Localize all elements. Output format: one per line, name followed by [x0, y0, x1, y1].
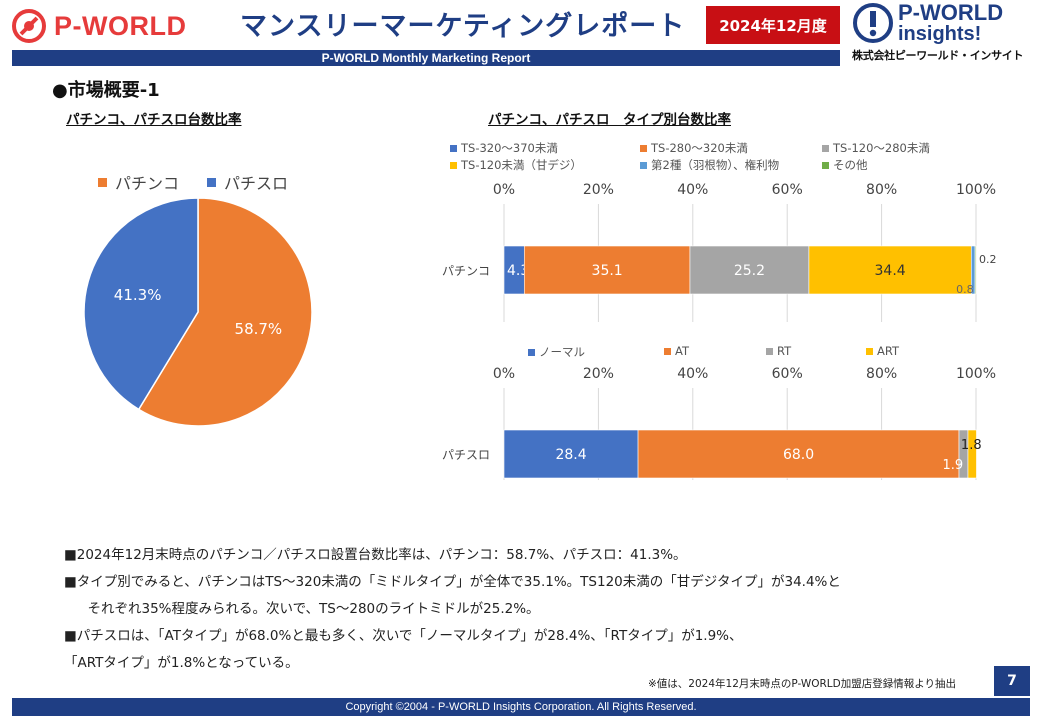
legend-label: ART	[877, 344, 900, 358]
bar-data-label: 68.0	[783, 447, 814, 463]
legend-swatch	[450, 144, 457, 152]
note-line: 「ARTタイプ」が1.8%となっている。	[64, 655, 299, 671]
axis-tick-label: 80%	[866, 182, 897, 198]
legend-swatch	[640, 144, 647, 152]
note-line: ■パチスロは、「ATタイプ」が68.0%と最も多く、次いで「ノーマルタイプ」が2…	[64, 628, 743, 644]
bar-data-label: 34.4	[875, 263, 906, 279]
brand-line1: P-WORLD	[898, 0, 1004, 25]
legend-swatch	[207, 177, 217, 187]
pachislot-bar-chart: 0% 20% 40% 60% 80% 100% パチスロ 28.4 68.0 1.9 1.8	[442, 366, 996, 480]
pie-chart-title: パチンコ、パチスロ台数比率	[66, 112, 242, 128]
axis-tick-label: 0%	[493, 366, 515, 382]
legend-item: TS-120未満（甘デジ）	[450, 157, 582, 173]
legend-swatch	[664, 347, 671, 355]
category-label: パチンコ	[442, 264, 490, 278]
legend-swatch	[528, 348, 535, 356]
legend-label: TS-280～320未満	[651, 141, 748, 155]
pie-slice	[83, 197, 199, 411]
logo-text: P-WORLD	[54, 10, 187, 41]
copyright-text: Copyright ©2004 - P-WORLD Insights Corpo…	[345, 701, 697, 713]
note-line: それぞれ35%程度みられる。次いで、TS～280のライトミドルが25.2%。	[74, 601, 540, 617]
legend-label: TS-120～280未満	[833, 141, 930, 155]
pworld-logo: P-WORLD	[12, 8, 202, 44]
axis-tick-label: 60%	[772, 366, 803, 382]
note-line: ■タイプ別でみると、パチンコはTS～320未満の「ミドルタイプ」が全体で35.1…	[64, 574, 841, 590]
bar-chart-title: パチンコ、パチスロ タイプ別台数比率	[488, 112, 731, 128]
legend-item: ART	[866, 344, 899, 358]
bar-data-label: 1.9	[942, 458, 963, 473]
legend-label: 第2種（羽根物）、権利物	[651, 158, 780, 172]
pie-legend-item: パチンコ	[98, 170, 179, 194]
pie-data-label: 41.3%	[114, 286, 162, 304]
period-badge: 2024年12月度	[706, 6, 840, 44]
axis-tick-label: 60%	[772, 182, 803, 198]
legend-swatch	[98, 177, 107, 187]
legend-label: その他	[833, 158, 868, 172]
summary-notes: ■2024年12月末時点のパチンコ／パチスロ設置台数比率は、パチンコ：58.7%…	[64, 542, 944, 677]
pachinko-bar-chart: 0% 20% 40% 60% 80% 100% パチンコ 4.3 35.1 25.2 34.4 0.8…	[442, 182, 997, 322]
legend-label: パチスロ	[224, 174, 289, 193]
report-title: マンスリーマーケティングレポート	[240, 11, 686, 42]
legend-swatch	[822, 144, 829, 152]
legend-swatch	[866, 347, 873, 355]
axis-tick-label: 100%	[956, 366, 996, 382]
axis-tick-label: 20%	[583, 182, 614, 198]
axis-tick-label: 40%	[677, 182, 708, 198]
legend-label: TS-320～370未満	[461, 141, 558, 155]
pie-chart: 58.7% 41.3%	[83, 197, 313, 427]
pie-legend-item: パチスロ	[207, 170, 288, 194]
legend-label: RT	[777, 344, 792, 358]
pachinko-legend: TS-320～370未満 TS-280～320未満 TS-120～280未満 T…	[450, 140, 950, 174]
legend-swatch	[640, 161, 647, 169]
legend-swatch	[450, 161, 457, 169]
footer-bar: Copyright ©2004 - P-WORLD Insights Corpo…	[12, 698, 1030, 716]
legend-item: AT	[664, 344, 689, 358]
bar-data-label: 0.8	[956, 283, 974, 296]
pie-data-label: 58.7%	[235, 320, 283, 338]
bar-segment	[503, 429, 639, 479]
pie-slice	[137, 197, 313, 427]
axis-tick-label: 20%	[583, 366, 614, 382]
brand-line2: insights!	[898, 23, 982, 45]
bar-segment	[967, 429, 977, 479]
company-name: 株式会社ピーワールド・インサイト	[852, 49, 1024, 62]
axis-tick-label: 100%	[956, 182, 996, 198]
legend-item: TS-320～370未満	[450, 140, 558, 156]
note-line: ■2024年12月末時点のパチンコ／パチスロ設置台数比率は、パチンコ：58.7%…	[64, 547, 687, 563]
legend-label: パチンコ	[115, 174, 180, 193]
page-number: 7	[994, 666, 1030, 696]
legend-item: ノーマル	[528, 344, 585, 360]
bar-segment	[689, 245, 810, 295]
axis-tick-label: 80%	[866, 366, 897, 382]
axis-tick-label: 0%	[493, 182, 515, 198]
legend-label: ノーマル	[539, 345, 585, 359]
exclamation-icon	[853, 3, 893, 43]
bar-data-label: 0.2	[979, 253, 997, 266]
category-label: パチスロ	[442, 448, 490, 462]
legend-item: TS-120～280未満	[822, 140, 930, 156]
source-note: ※値は、2024年12月末時点のP-WORLD加盟店登録情報より抽出	[648, 678, 957, 690]
legend-item: RT	[766, 344, 791, 358]
pie-legend: パチンコ パチスロ	[98, 170, 288, 194]
bar-data-label: 35.1	[592, 263, 623, 279]
pworld-logo-icon	[12, 9, 46, 43]
legend-label: AT	[675, 344, 689, 358]
legend-swatch	[766, 347, 773, 355]
legend-item: 第2種（羽根物）、権利物	[640, 157, 779, 173]
insights-logo: P-WORLD insights! 株式会社ピーワールド・インサイト	[852, 2, 1038, 68]
bar-data-label: 1.8	[961, 438, 982, 453]
section-title: ●市場概要-1	[52, 80, 160, 101]
pachislot-legend: ノーマル AT RT ART	[528, 344, 948, 360]
legend-item: TS-280～320未満	[640, 140, 748, 156]
header-subtitle-bar: P-WORLD Monthly Marketing Report	[12, 50, 840, 66]
bar-segment	[974, 245, 977, 295]
legend-label: TS-120未満（甘デジ）	[461, 158, 582, 172]
bar-data-label: 28.4	[555, 447, 586, 463]
legend-item: その他	[822, 157, 868, 173]
axis-tick-label: 40%	[677, 366, 708, 382]
bar-data-label: 25.2	[734, 263, 765, 279]
bar-data-label: 4.3	[507, 263, 529, 279]
legend-swatch	[822, 161, 829, 169]
report-subtitle: P-WORLD Monthly Marketing Report	[321, 51, 531, 65]
